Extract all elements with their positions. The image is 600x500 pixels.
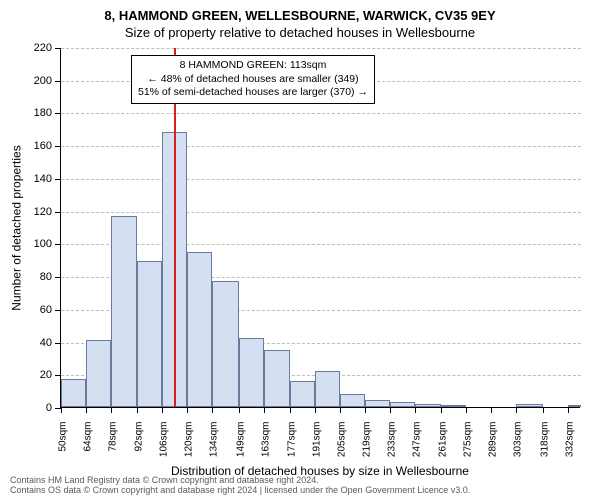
- histogram-bar: [137, 261, 162, 407]
- y-tick-label: 80: [22, 271, 52, 283]
- y-tick: [55, 277, 61, 278]
- x-tick: [415, 407, 416, 413]
- histogram-bar: [441, 405, 466, 407]
- chart-title-main: 8, HAMMOND GREEN, WELLESBOURNE, WARWICK,…: [0, 0, 600, 23]
- x-tick: [491, 407, 492, 413]
- x-tick: [111, 407, 112, 413]
- histogram-bar: [111, 216, 136, 407]
- histogram-bar: [568, 405, 581, 407]
- y-tick-label: 200: [22, 75, 52, 87]
- histogram-bar: [239, 338, 264, 407]
- y-tick: [55, 310, 61, 311]
- gridline: [61, 212, 581, 213]
- y-tick: [55, 212, 61, 213]
- histogram-bar: [315, 371, 340, 407]
- y-axis-label: Number of detached properties: [10, 145, 24, 310]
- chart-container: 8, HAMMOND GREEN, WELLESBOURNE, WARWICK,…: [0, 0, 600, 500]
- footer-line-2: Contains OS data © Crown copyright and d…: [10, 486, 470, 496]
- x-tick: [568, 407, 569, 413]
- gridline: [61, 244, 581, 245]
- gridline: [61, 146, 581, 147]
- annotation-box: 8 HAMMOND GREEN: 113sqm← 48% of detached…: [131, 55, 375, 104]
- x-tick: [390, 407, 391, 413]
- chart-title-sub: Size of property relative to detached ho…: [0, 23, 600, 40]
- y-tick-label: 20: [22, 369, 52, 381]
- x-tick: [86, 407, 87, 413]
- plot-region: 02040608010012014016018020022050sqm64sqm…: [60, 48, 580, 408]
- histogram-bar: [340, 394, 365, 407]
- histogram-bar: [212, 281, 239, 407]
- histogram-bar: [390, 402, 415, 407]
- histogram-bar: [264, 350, 289, 407]
- gridline: [61, 179, 581, 180]
- x-tick: [441, 407, 442, 413]
- y-axis-label-wrap: Number of detached properties: [10, 48, 24, 408]
- histogram-bar: [187, 252, 212, 407]
- y-tick-label: 0: [22, 402, 52, 414]
- y-tick-label: 140: [22, 173, 52, 185]
- histogram-bar: [415, 404, 440, 407]
- y-tick: [55, 179, 61, 180]
- x-tick: [264, 407, 265, 413]
- gridline: [61, 48, 581, 49]
- x-tick: [365, 407, 366, 413]
- chart-area: 02040608010012014016018020022050sqm64sqm…: [60, 48, 580, 408]
- y-tick-label: 160: [22, 140, 52, 152]
- histogram-bar: [61, 379, 86, 407]
- annotation-line-3: 51% of semi-detached houses are larger (…: [138, 86, 368, 100]
- y-tick: [55, 113, 61, 114]
- x-tick: [516, 407, 517, 413]
- histogram-bar: [290, 381, 315, 407]
- x-tick: [543, 407, 544, 413]
- x-tick: [61, 407, 62, 413]
- x-tick: [315, 407, 316, 413]
- gridline: [61, 113, 581, 114]
- y-tick-label: 180: [22, 107, 52, 119]
- annotation-line-2: ← 48% of detached houses are smaller (34…: [138, 73, 368, 87]
- x-tick: [187, 407, 188, 413]
- y-tick: [55, 146, 61, 147]
- x-tick: [466, 407, 467, 413]
- y-tick-label: 100: [22, 238, 52, 250]
- y-tick-label: 40: [22, 337, 52, 349]
- x-tick: [340, 407, 341, 413]
- histogram-bar: [365, 400, 390, 407]
- x-tick: [239, 407, 240, 413]
- y-tick: [55, 48, 61, 49]
- histogram-bar: [86, 340, 111, 407]
- x-tick: [162, 407, 163, 413]
- x-tick: [137, 407, 138, 413]
- y-tick: [55, 244, 61, 245]
- y-tick: [55, 375, 61, 376]
- attribution-footer: Contains HM Land Registry data © Crown c…: [10, 476, 470, 496]
- x-tick: [290, 407, 291, 413]
- y-tick-label: 60: [22, 304, 52, 316]
- annotation-line-1: 8 HAMMOND GREEN: 113sqm: [138, 59, 368, 73]
- y-tick: [55, 81, 61, 82]
- y-tick-label: 120: [22, 206, 52, 218]
- y-tick: [55, 343, 61, 344]
- histogram-bar: [516, 404, 543, 407]
- y-tick-label: 220: [22, 42, 52, 54]
- x-tick: [212, 407, 213, 413]
